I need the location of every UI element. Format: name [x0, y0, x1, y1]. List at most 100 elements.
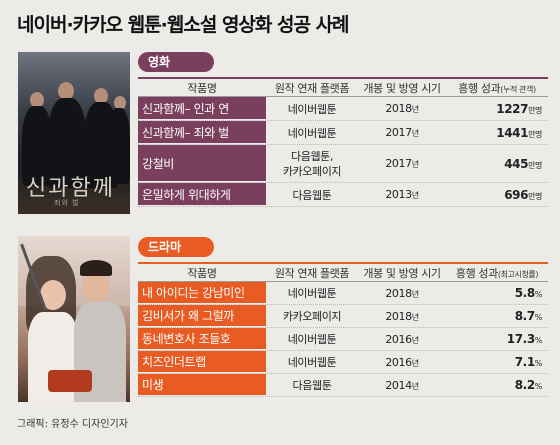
row-result-unit: 만명 [528, 160, 542, 170]
header-result: 흥행 성과(누적 관객) [446, 80, 548, 96]
row-year-value: 2014 [385, 378, 412, 392]
row-result-value: 17.3 [506, 332, 535, 346]
row-year: 2018년 [358, 102, 446, 115]
row-year-unit: 년 [411, 358, 419, 368]
header-result: 흥행 성과(최고시청률) [446, 265, 548, 281]
row-year-unit: 년 [411, 335, 419, 345]
movie-table-header: 작품명 원작 연재 플랫폼 개봉 및 방영 시기 흥행 성과(누적 관객) [138, 77, 548, 97]
poster-title-text: 신과함께 [26, 176, 115, 201]
row-year-unit: 년 [411, 105, 419, 114]
row-year-unit: 년 [411, 381, 419, 391]
drama-table-row: 치즈인더트랩 네이버웹툰 2016년 7.1% [138, 351, 548, 374]
movie-table-row: 신과함께– 인과 연 네이버웹툰 2018년 1227만명 [138, 97, 548, 121]
row-title: 미생 [138, 374, 266, 396]
row-result-unit: % [534, 313, 543, 322]
row-year-unit: 년 [411, 191, 419, 200]
row-title: 치즈인더트랩 [138, 351, 266, 373]
row-result-unit: 만명 [528, 191, 542, 201]
row-platform: 다음웹툰 [292, 379, 332, 392]
row-year: 2017년 [358, 157, 446, 170]
row-title: 강철비 [138, 145, 266, 182]
row-result-unit: % [534, 290, 543, 299]
header-title: 작품명 [187, 266, 217, 280]
row-year-value: 2016 [385, 332, 412, 346]
row-year-value: 2018 [385, 286, 412, 300]
header-year: 개봉 및 방영 시기 [363, 266, 441, 280]
row-result-value: 8.7 [514, 309, 535, 323]
movie-table: 작품명 원작 연재 플랫폼 개봉 및 방영 시기 흥행 성과(누적 관객) 신과… [138, 77, 548, 207]
drama-table-header: 작품명 원작 연재 플랫폼 개봉 및 방영 시기 흥행 성과(최고시청률) [138, 262, 548, 282]
row-year: 2016년 [358, 356, 446, 369]
row-platform: 네이버웹툰 [287, 287, 337, 300]
header-result-note: (누적 관객) [500, 84, 536, 94]
row-year: 2018년 [358, 310, 446, 323]
row-year: 2018년 [358, 287, 446, 300]
row-result-value: 1441 [496, 125, 529, 140]
row-result: 8.7% [446, 309, 548, 323]
movie-poster-image: 신과함께 죄와 벌 [18, 52, 130, 214]
drama-table-row: 김비서가 왜 그럴까 카카오페이지 2018년 8.7% [138, 305, 548, 328]
header-year: 개봉 및 방영 시기 [363, 81, 441, 95]
row-result: 8.2% [446, 378, 548, 392]
row-platform: 다음웹툰 [292, 188, 332, 202]
row-year: 2017년 [358, 126, 446, 139]
row-result-unit: % [534, 359, 543, 368]
movie-table-row: 강철비 다음웹툰, 카카오페이지 2017년 445만명 [138, 145, 548, 183]
row-result-value: 8.2 [514, 378, 535, 392]
movie-table-row: 은밀하게 위대하게 다음웹툰 2013년 696만명 [138, 183, 548, 207]
drama-section-label: 드라마 [138, 237, 214, 257]
row-platform: 다음웹툰, 카카오페이지 [282, 149, 342, 178]
row-year-unit: 년 [411, 160, 419, 169]
poster-subtitle-text: 죄와 벌 [54, 199, 80, 207]
page-title: 네이버·카카오 웹툰·웹소설 영상화 성공 사례 [17, 14, 350, 36]
row-result-unit: 만명 [528, 129, 542, 139]
row-year-unit: 년 [411, 129, 419, 138]
row-platform: 카카오페이지 [282, 310, 342, 323]
header-title: 작품명 [187, 81, 217, 95]
row-result: 445만명 [446, 157, 548, 171]
row-result-value: 1227 [496, 101, 529, 116]
row-title: 내 아이디는 강남미인 [138, 282, 266, 304]
row-result: 1227만명 [446, 102, 548, 116]
row-year-value: 2013 [385, 188, 412, 201]
row-year-unit: 년 [411, 312, 419, 322]
drama-poster-image [18, 236, 130, 402]
row-result: 5.8% [446, 286, 548, 300]
row-platform: 네이버웹툰 [287, 356, 337, 369]
row-result-unit: % [534, 336, 543, 345]
graphic-credit: 그래픽: 유정수 디자인기자 [17, 419, 128, 430]
header-result-label: 흥행 성과 [455, 266, 498, 280]
header-platform: 원작 연재 플랫폼 [274, 81, 350, 95]
row-result: 7.1% [446, 355, 548, 369]
row-result-unit: % [534, 382, 543, 391]
drama-table-row: 내 아이디는 강남미인 네이버웹툰 2018년 5.8% [138, 282, 548, 305]
row-year-value: 2016 [385, 355, 412, 369]
header-result-label: 흥행 성과 [458, 81, 501, 95]
movie-table-row: 신과함께– 죄와 벌 네이버웹툰 2017년 1441만명 [138, 121, 548, 145]
row-result: 1441만명 [446, 126, 548, 140]
row-title: 은밀하게 위대하게 [138, 183, 266, 206]
row-title: 신과함께– 죄와 벌 [138, 121, 266, 144]
row-year: 2013년 [358, 188, 446, 201]
row-result-value: 696 [504, 187, 529, 202]
row-result-value: 7.1 [514, 355, 535, 369]
row-platform: 네이버웹툰 [287, 333, 337, 346]
row-year: 2016년 [358, 333, 446, 346]
row-result-value: 5.8 [514, 286, 535, 300]
drama-table: 작품명 원작 연재 플랫폼 개봉 및 방영 시기 흥행 성과(최고시청률) 내 … [138, 262, 548, 397]
row-title: 신과함께– 인과 연 [138, 97, 266, 120]
row-result: 696만명 [446, 188, 548, 202]
row-platform: 네이버웹툰 [287, 102, 337, 116]
drama-table-row: 동네변호사 조들호 네이버웹툰 2016년 17.3% [138, 328, 548, 351]
row-title: 김비서가 왜 그럴까 [138, 305, 266, 327]
row-result: 17.3% [446, 332, 548, 346]
row-year: 2014년 [358, 379, 446, 392]
movie-section-label: 영화 [138, 52, 214, 72]
row-year-unit: 년 [411, 289, 419, 299]
row-year-value: 2017 [385, 126, 412, 139]
row-result-value: 445 [504, 156, 529, 171]
drama-table-row: 미생 다음웹툰 2014년 8.2% [138, 374, 548, 397]
row-title: 동네변호사 조들호 [138, 328, 266, 350]
row-result-unit: 만명 [528, 105, 542, 115]
header-platform: 원작 연재 플랫폼 [274, 266, 350, 280]
